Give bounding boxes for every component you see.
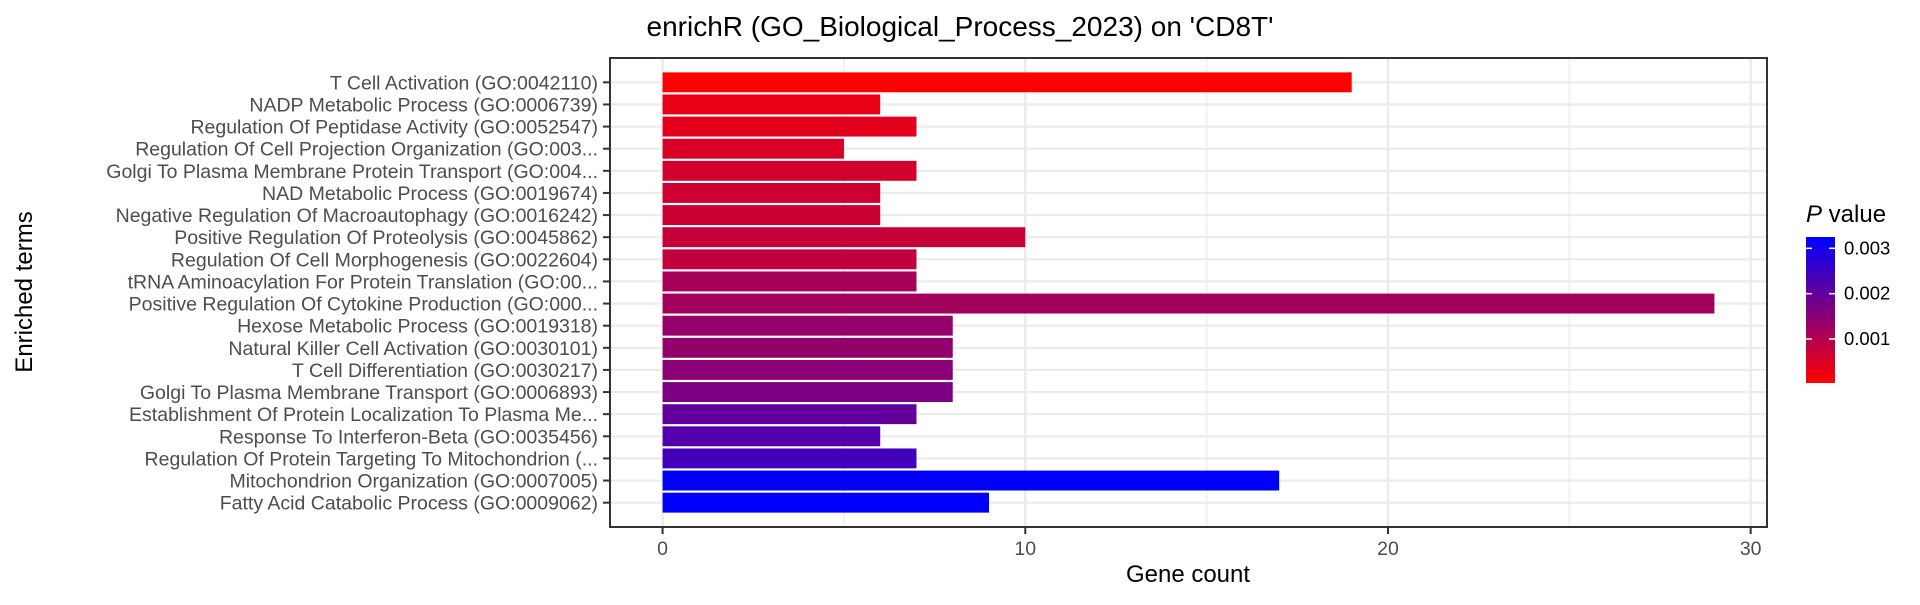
bar (662, 94, 881, 115)
chart-title: enrichR (GO_Biological_Process_2023) on … (647, 11, 1274, 42)
y-tick-label: NAD Metabolic Process (GO:0019674) (262, 183, 598, 205)
bar (662, 160, 917, 181)
bar (662, 182, 881, 203)
y-tick-label: T Cell Differentiation (GO:0030217) (292, 360, 598, 382)
plot-border (609, 57, 1768, 528)
legend-title-p: P (1806, 201, 1822, 228)
bar (662, 205, 881, 226)
y-tick-label: Hexose Metabolic Process (GO:0019318) (237, 316, 598, 338)
y-tick-label: Response To Interferon-Beta (GO:0035456) (219, 426, 598, 448)
y-tick-label: Establishment Of Protein Localization To… (129, 404, 598, 426)
bar (662, 116, 917, 137)
bar (662, 315, 953, 336)
y-tick-label: Regulation Of Cell Projection Organizati… (135, 139, 598, 161)
bar (662, 138, 844, 159)
y-tick-label: Positive Regulation Of Proteolysis (GO:0… (174, 227, 598, 249)
bar (662, 249, 917, 270)
y-axis-title: Enriched terms (11, 211, 38, 372)
bar (662, 448, 917, 469)
x-tick-label: 0 (657, 538, 668, 560)
x-axis-ticks: 0 10 20 30 (657, 527, 1762, 560)
bar (662, 492, 990, 513)
bar (662, 293, 1715, 314)
y-tick-label: tRNA Aminoacylation For Protein Translat… (128, 271, 598, 293)
bar (662, 72, 1352, 93)
y-tick-label: Regulation Of Peptidase Activity (GO:005… (190, 117, 598, 139)
y-tick-label: Positive Regulation Of Cytokine Producti… (129, 294, 598, 316)
x-axis-title: Gene count (1126, 561, 1250, 588)
bar (662, 404, 917, 425)
x-tick-label: 30 (1740, 538, 1762, 560)
bar (662, 382, 953, 403)
bar (662, 426, 881, 447)
legend-title-value: value (1822, 201, 1886, 228)
legend-tick-label: 0.003 (1844, 237, 1890, 258)
y-tick-label: Mitochondrion Organization (GO:0007005) (229, 471, 598, 493)
legend: P value 0.001 0.002 0.003 (1806, 201, 1890, 383)
bar (662, 470, 1280, 491)
y-tick-label: Golgi To Plasma Membrane Transport (GO:0… (140, 382, 598, 404)
legend-tick-label: 0.001 (1844, 328, 1890, 349)
x-tick-label: 10 (1014, 538, 1036, 560)
bars (662, 72, 1715, 513)
bar (662, 227, 1026, 248)
bar (662, 337, 953, 358)
bar (662, 359, 953, 380)
y-tick-label: Fatty Acid Catabolic Process (GO:0009062… (220, 493, 598, 515)
y-tick-label: Regulation Of Protein Targeting To Mitoc… (145, 448, 598, 470)
legend-colorbar (1806, 237, 1835, 383)
y-axis-ticks: T Cell Activation (GO:0042110)NADP Metab… (106, 72, 610, 515)
y-tick-label: NADP Metabolic Process (GO:0006739) (249, 94, 598, 116)
y-tick-label: Regulation Of Cell Morphogenesis (GO:002… (171, 249, 598, 271)
legend-ticks: 0.001 0.002 0.003 (1806, 237, 1890, 349)
y-tick-label: T Cell Activation (GO:0042110) (330, 72, 598, 94)
y-tick-label: Golgi To Plasma Membrane Protein Transpo… (106, 161, 598, 183)
y-tick-label: Negative Regulation Of Macroautophagy (G… (116, 205, 598, 227)
legend-tick-label: 0.002 (1844, 283, 1890, 304)
y-tick-label: Natural Killer Cell Activation (GO:00301… (228, 338, 598, 360)
bar (662, 271, 917, 292)
legend-title: P value (1806, 201, 1886, 228)
x-tick-label: 20 (1377, 538, 1399, 560)
